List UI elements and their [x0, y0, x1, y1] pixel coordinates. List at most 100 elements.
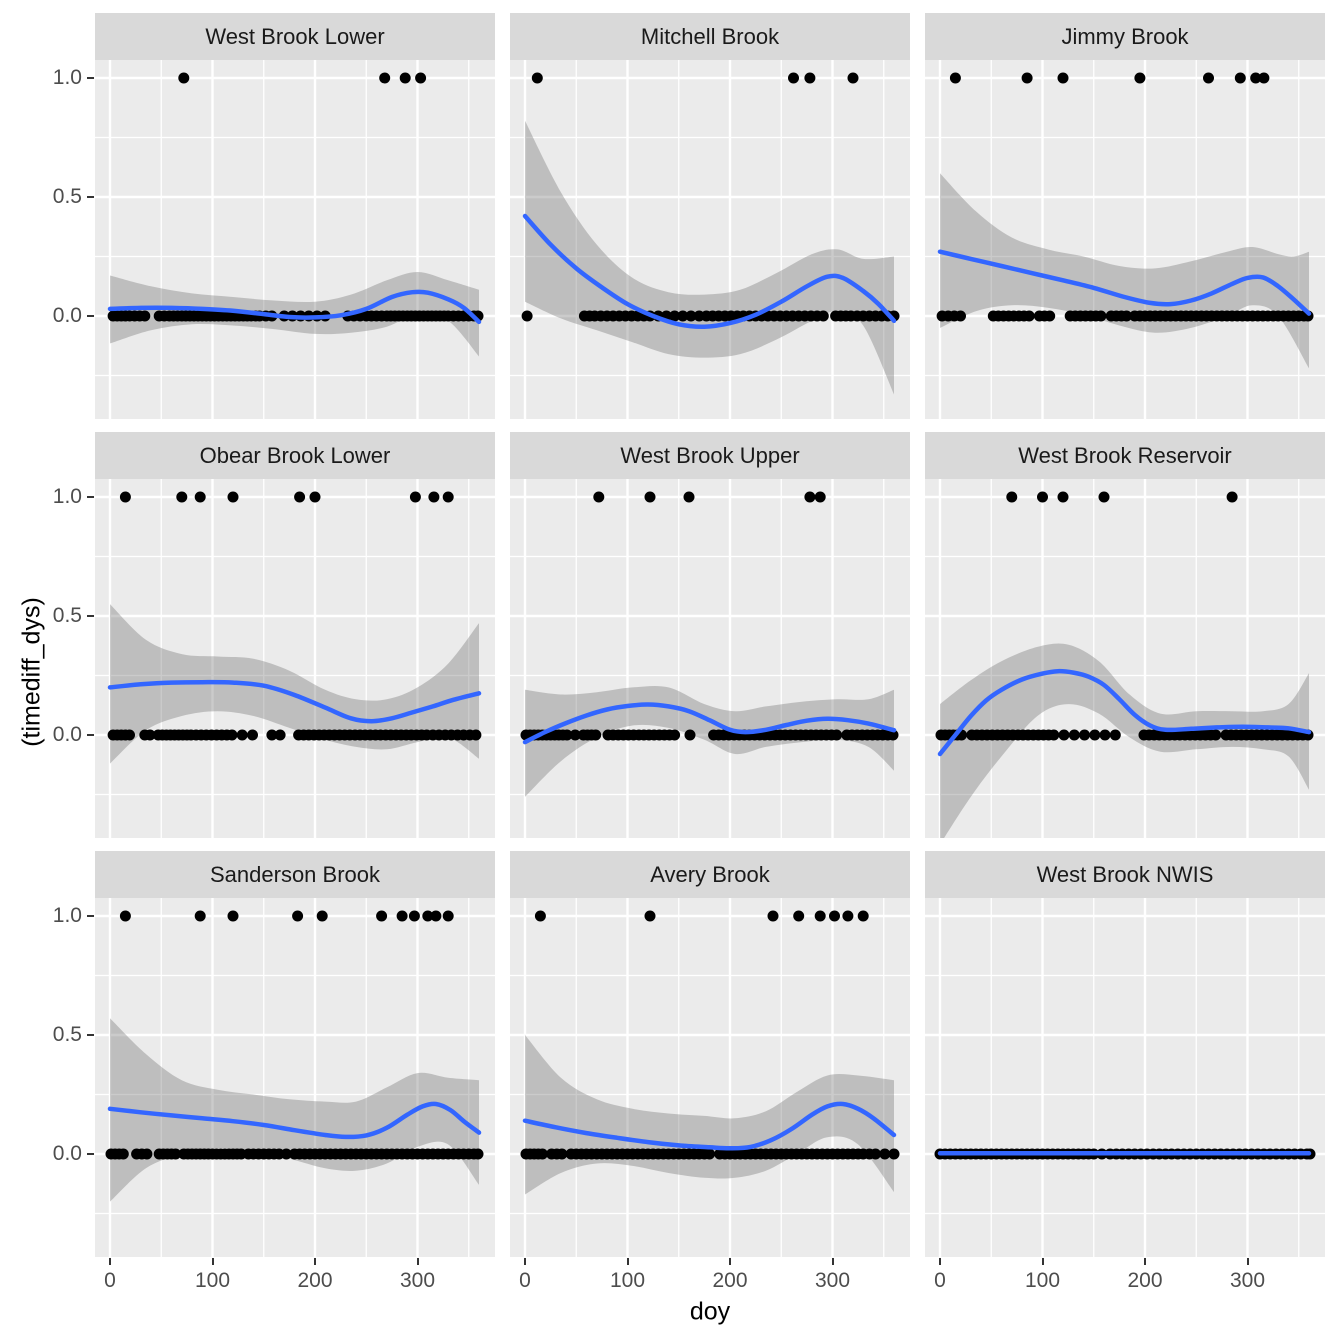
data-point: [1234, 72, 1246, 84]
facet-west-brook-reservoir: West Brook Reservoir: [925, 432, 1325, 838]
data-point: [396, 910, 408, 922]
x-axis-tick-label: 300: [814, 1269, 851, 1292]
data-point: [879, 1148, 891, 1160]
facet-panel-sanderson-brook: [95, 898, 495, 1257]
data-point: [119, 491, 131, 503]
x-axis-tick-label: 200: [1127, 1269, 1163, 1292]
data-point: [1048, 729, 1060, 741]
ci-ribbon: [525, 685, 894, 797]
facet-strip: Sanderson Brook: [95, 851, 495, 898]
data-point: [170, 1148, 182, 1160]
data-point: [831, 729, 843, 741]
facet-panel-mitchell-brook: [510, 60, 910, 419]
data-point: [590, 729, 602, 741]
smooth-line: [522, 213, 897, 329]
data-point: [442, 910, 454, 922]
facet-sanderson-brook: Sanderson Brook: [95, 851, 495, 1257]
facet-strip: West Brook Lower: [95, 13, 495, 60]
facet-panel-avery-brook: [510, 898, 910, 1257]
data-point: [842, 910, 854, 922]
x-axis-tick-label: 200: [712, 1269, 748, 1292]
x-axis-tick-label: 300: [399, 1269, 436, 1292]
x-axis-tick: [211, 1258, 214, 1265]
data-point: [870, 1148, 881, 1160]
data-point: [316, 910, 328, 922]
data-point: [829, 910, 840, 922]
data-point: [280, 1148, 292, 1160]
x-axis-tick-label: 100: [1024, 1269, 1061, 1292]
x-axis-tick: [939, 1258, 941, 1265]
y-axis-tick-label: 1.0: [52, 904, 82, 927]
ci-ribbon: [525, 120, 894, 395]
facet-west-brook-upper: West Brook Upper: [510, 432, 910, 838]
y-axis-tick-label: 0.5: [52, 185, 82, 208]
data-point: [247, 729, 258, 741]
facet-strip: Obear Brook Lower: [95, 432, 495, 479]
y-axis-tick: [87, 915, 94, 917]
facet-strip: West Brook Reservoir: [925, 432, 1325, 479]
facet-obear-brook-lower: Obear Brook Lower: [95, 432, 495, 838]
data-point: [408, 910, 420, 922]
x-axis-tick: [416, 1258, 419, 1265]
facet-avery-brook: Avery Brook: [510, 851, 910, 1257]
smooth-line: [937, 668, 1312, 757]
data-point: [531, 72, 543, 84]
data-point: [141, 1148, 153, 1160]
facet-grid: West Brook Lower Mitchell Brook Jimmy Broo…: [95, 13, 1325, 1257]
data-point: [669, 729, 681, 741]
facet-strip: Jimmy Brook: [925, 13, 1325, 60]
facet-strip-title: Jimmy Brook: [1061, 23, 1189, 49]
y-axis-tick: [87, 1034, 94, 1036]
y-axis-tick-label: 1.0: [52, 66, 82, 89]
data-point: [1226, 491, 1238, 503]
minor-gridlines: [925, 479, 1325, 838]
y-axis-tick: [87, 615, 94, 617]
data-point: [1098, 491, 1110, 503]
facet-strip-title: Obear Brook Lower: [199, 442, 391, 468]
data-point: [1258, 72, 1270, 84]
facet-strip: Avery Brook: [510, 851, 910, 898]
data-point: [1021, 72, 1033, 84]
data-point: [683, 491, 695, 503]
data-point: [292, 910, 304, 922]
x-axis-tick: [1144, 1258, 1146, 1265]
facet-panel-west-brook-nwis: [925, 898, 1325, 1257]
data-point: [788, 72, 799, 84]
data-point: [415, 72, 427, 84]
smooth-line: [107, 289, 482, 325]
ci-ribbon: [940, 643, 1309, 838]
minor-gridlines: [510, 60, 910, 419]
points-layer: [936, 72, 1314, 322]
data-point: [669, 310, 681, 322]
data-point: [1095, 310, 1107, 322]
data-point: [227, 910, 239, 922]
data-point: [644, 491, 656, 503]
data-point: [684, 729, 696, 741]
points-layer: [520, 910, 900, 1160]
x-axis-tick: [626, 1258, 629, 1265]
y-axis-tick: [87, 315, 94, 317]
y-axis-tick-label: 0.0: [52, 304, 82, 327]
data-point: [536, 1148, 548, 1160]
data-point: [227, 491, 239, 503]
data-point: [1058, 729, 1070, 741]
facet-jimmy-brook: Jimmy Brook: [925, 13, 1325, 419]
data-point: [472, 1148, 484, 1160]
data-point: [428, 491, 440, 503]
x-axis-tick: [524, 1258, 526, 1265]
data-point: [887, 729, 899, 741]
y-axis-tick-label: 0.5: [52, 604, 82, 627]
data-point: [266, 729, 278, 741]
data-point: [226, 729, 238, 741]
points-layer: [105, 910, 484, 1160]
x-axis-title: doy: [689, 1297, 731, 1326]
data-point: [814, 491, 826, 503]
data-point: [677, 310, 689, 322]
data-point: [534, 910, 546, 922]
y-axis-tick-label: 0.0: [52, 1142, 82, 1165]
data-point: [1044, 310, 1056, 322]
facet-strip: West Brook Upper: [510, 432, 910, 479]
facet-west-brook-nwis: West Brook NWIS: [925, 851, 1325, 1257]
y-axis-tick-label: 0.0: [52, 723, 82, 746]
data-point: [521, 310, 533, 322]
